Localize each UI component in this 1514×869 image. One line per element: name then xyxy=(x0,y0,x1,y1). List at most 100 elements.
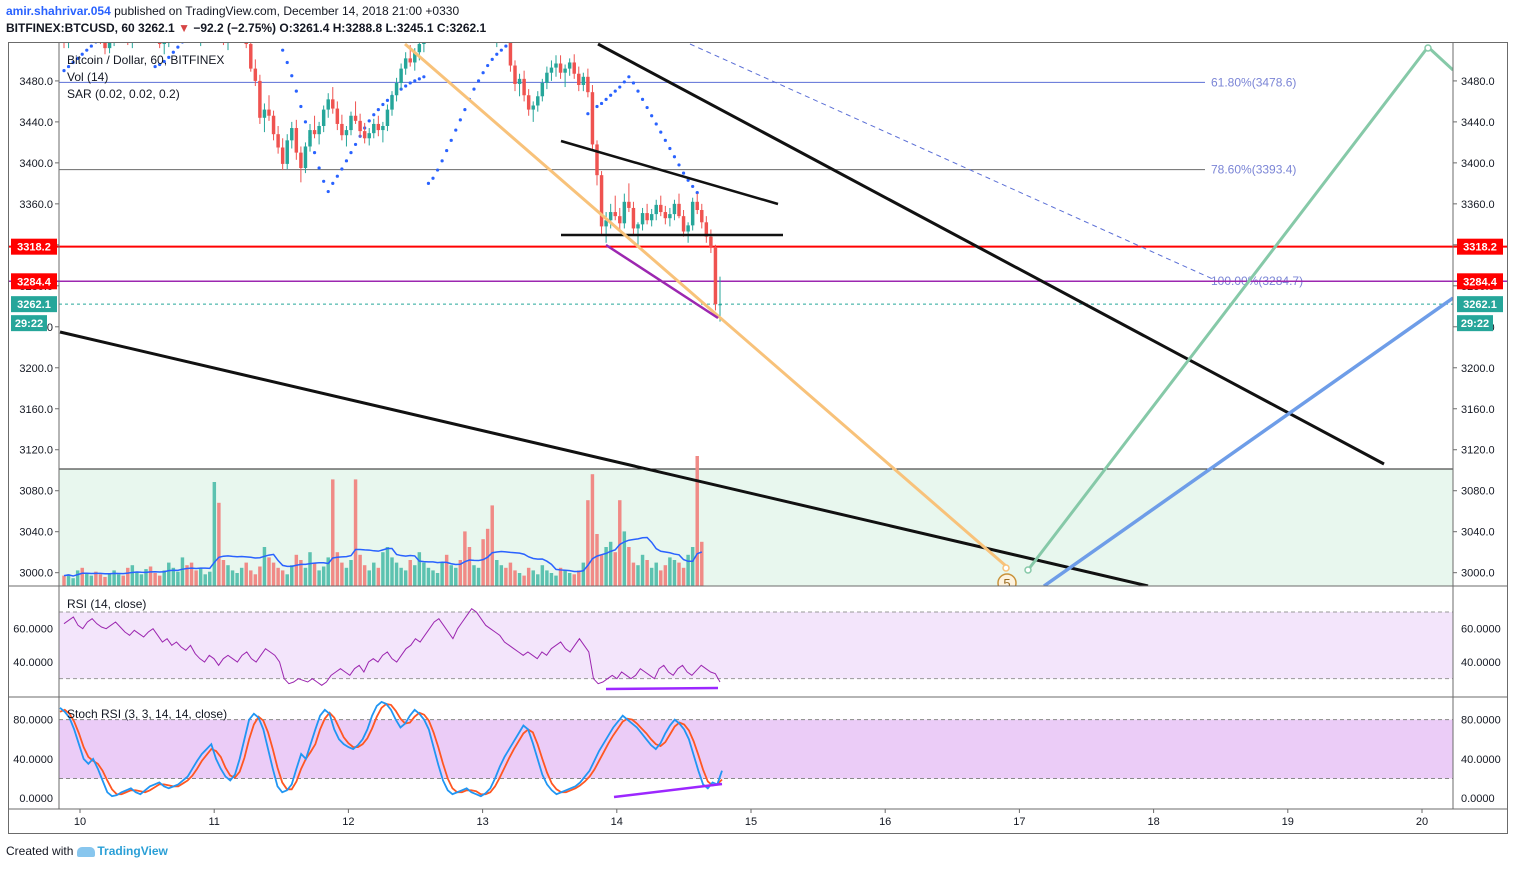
sar-dot xyxy=(277,38,280,41)
sar-dot xyxy=(609,93,613,97)
candle-body xyxy=(222,29,225,40)
volume-bar xyxy=(399,567,403,586)
volume-bar xyxy=(686,554,690,586)
sar-dot xyxy=(668,146,672,151)
downtrend-line-lower[interactable] xyxy=(59,330,1149,586)
volume-bar xyxy=(645,560,649,586)
volume-bar xyxy=(80,567,84,586)
candle-body xyxy=(153,25,156,36)
rsi-legend[interactable]: RSI (14, close) xyxy=(67,597,146,611)
price-label-bg-left xyxy=(11,296,57,313)
divergence-line-stoch[interactable] xyxy=(613,782,723,799)
sar-dot xyxy=(299,104,303,109)
volume-bar xyxy=(194,570,198,586)
price-tick-label-right: 3160.0 xyxy=(1461,404,1495,416)
sar-dot xyxy=(691,184,695,189)
candle-body xyxy=(649,214,654,221)
volume-bar xyxy=(148,566,153,586)
candle-body xyxy=(481,18,484,21)
volume-bar xyxy=(326,557,330,586)
symbol-name: BITFINEX:BTCUSD, 60 xyxy=(6,21,135,35)
candle-body xyxy=(526,95,531,110)
volume-bar xyxy=(590,474,595,586)
candle-body xyxy=(468,24,471,29)
volume-bar xyxy=(531,570,535,586)
sar-dot xyxy=(486,63,490,68)
candle-body xyxy=(135,28,138,37)
sar-dot xyxy=(240,1,243,4)
sar-dot xyxy=(582,0,585,3)
sar-dot xyxy=(490,57,494,61)
price-label-right: 3284.4 xyxy=(1463,276,1498,288)
tradingview-link[interactable]: TradingView xyxy=(97,844,168,858)
stoch-band xyxy=(59,719,1453,779)
candle-body xyxy=(62,29,65,42)
volume-bar xyxy=(504,567,508,586)
sar-dot xyxy=(213,17,216,20)
candle-body xyxy=(495,33,498,36)
volume-bar xyxy=(98,574,103,586)
time-tick-label: 18 xyxy=(1147,816,1159,828)
sar-dot xyxy=(131,8,134,11)
chart-frame xyxy=(8,42,1508,834)
sar-dot xyxy=(85,48,89,52)
volume-bar xyxy=(285,574,289,586)
time-tick-label: 12 xyxy=(342,816,354,828)
projection-line-blue[interactable] xyxy=(1042,296,1453,586)
author-link[interactable]: amir.shahrivar.054 xyxy=(6,4,111,18)
candle-body xyxy=(558,63,563,73)
candle-body xyxy=(586,76,590,93)
candle-body xyxy=(126,32,129,41)
projection-line-orange[interactable] xyxy=(404,43,1007,568)
candle-body xyxy=(540,82,545,97)
sar-dot xyxy=(431,176,435,180)
candle-body xyxy=(367,133,371,139)
volume-bar xyxy=(230,570,235,586)
volume-bar xyxy=(185,565,189,586)
rsi-line xyxy=(63,607,721,686)
volume-legend[interactable]: Vol (14) xyxy=(67,70,108,84)
volume-bar xyxy=(672,560,677,586)
sar-dot xyxy=(445,148,449,153)
candle-body xyxy=(162,43,166,45)
candle-body xyxy=(194,28,197,37)
elliott-wave-marker[interactable] xyxy=(997,573,1017,592)
price-tick-label-right: 3360.0 xyxy=(1461,199,1495,211)
orange-line-handle[interactable] xyxy=(1002,564,1010,572)
candle-body xyxy=(477,18,480,24)
rsi-tick-label-right: 60.0000 xyxy=(1461,624,1501,636)
green-line-handle-start[interactable] xyxy=(1024,566,1032,574)
candle-body xyxy=(167,35,170,41)
chart-legend-title[interactable]: Bitcoin / Dollar, 60, BITFINEX xyxy=(67,53,224,67)
volume-bar xyxy=(167,562,171,586)
candle-body xyxy=(249,44,253,69)
time-tick-label: 19 xyxy=(1282,816,1294,828)
candle-body xyxy=(663,212,668,219)
candle-body xyxy=(718,304,722,306)
candle-body xyxy=(581,76,586,86)
candle-body xyxy=(67,34,70,42)
volume-bar xyxy=(331,479,335,586)
sar-dot xyxy=(171,50,175,54)
volume-bar xyxy=(490,505,494,586)
downtrend-line-upper[interactable] xyxy=(597,43,1385,466)
sar-dot xyxy=(681,171,686,175)
sar-legend[interactable]: SAR (0.02, 0.02, 0.2) xyxy=(67,87,180,101)
divergence-line-price[interactable] xyxy=(605,243,719,320)
divergence-line-rsi[interactable] xyxy=(605,686,719,691)
volume-bar xyxy=(321,566,326,586)
sar-dot xyxy=(536,21,539,24)
candle-body xyxy=(549,67,554,73)
volume-bar xyxy=(681,567,686,586)
volume-bar xyxy=(372,562,376,586)
candle-body xyxy=(199,33,202,37)
green-line-handle-end[interactable] xyxy=(1424,44,1432,52)
volume-bar xyxy=(344,567,349,586)
candle-body xyxy=(504,26,507,39)
triangle-upper-line[interactable] xyxy=(560,139,779,206)
sar-dot xyxy=(353,142,358,147)
symbol-info: BITFINEX:BTCUSD, 60 3262.1 ▼ −92.2 (−2.7… xyxy=(6,21,486,35)
stoch-legend[interactable]: Stoch RSI (3, 3, 14, 14, close) xyxy=(67,707,227,721)
volume-bar xyxy=(467,547,472,586)
